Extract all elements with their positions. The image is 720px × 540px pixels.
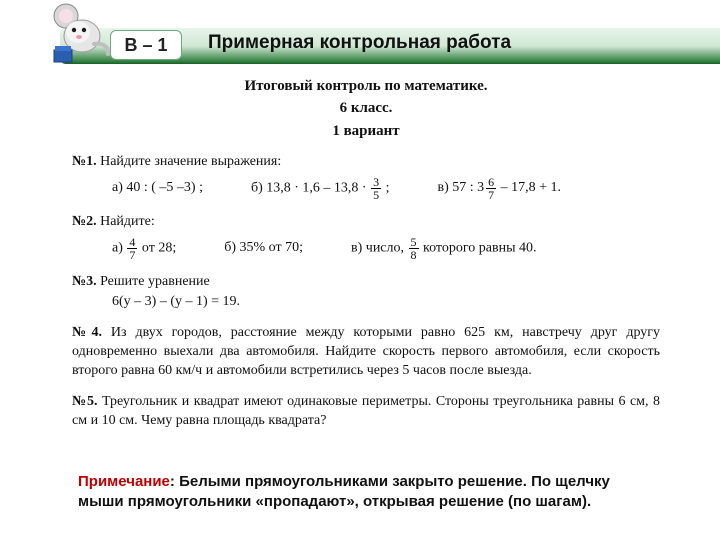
task-5: №5. Треугольник и квадрат имеют одинаков… (72, 393, 660, 431)
task3-eq: 6(y – 3) – (y – 1) = 19. (72, 293, 660, 312)
task-3: №3. Решите уравнение 6(y – 3) – (y – 1) … (72, 273, 660, 313)
task4-label: №4. (72, 325, 102, 340)
variant-badge: В – 1 (110, 30, 182, 60)
document-content: Итоговый контроль по математике. 6 класс… (72, 76, 660, 431)
task1-items: а) 40 : ( –5 –3) ; б) 13,8 · 1,6 – 13,8 … (72, 176, 660, 201)
task1-label: №1. (72, 154, 97, 169)
task5-label: №5. (72, 394, 98, 409)
task2-c: в) число, 58 которого равны 40. (351, 236, 536, 261)
task3-text: Решите уравнение (100, 274, 210, 289)
task5-text: Треугольник и квадрат имеют одинаковые п… (72, 394, 660, 428)
task1-b: б) 13,8 · 1,6 – 13,8 · 35 ; (251, 176, 390, 201)
mouse-icon (48, 2, 112, 66)
doc-grade: 6 класс. (72, 98, 660, 118)
header-title: Примерная контрольная работа (208, 32, 511, 54)
task2-label: №2. (72, 214, 97, 229)
note-red: Примечание (78, 473, 170, 490)
variant-label: В – 1 (124, 35, 167, 56)
task4-text: Из двух городов, расстояние между которы… (72, 325, 660, 378)
doc-title: Итоговый контроль по математике. (72, 76, 660, 96)
task1-text: Найдите значение выражения: (100, 154, 281, 169)
task-1: №1. Найдите значение выражения: а) 40 : … (72, 153, 660, 201)
task-4: №4. Из двух городов, расстояние между ко… (72, 324, 660, 381)
task-2: №2. Найдите: а) 47 от 28; б) 35% от 70; … (72, 213, 660, 261)
task1-c: в) 57 : 367 – 17,8 + 1. (437, 176, 561, 201)
task3-label: №3. (72, 274, 97, 289)
task1-a: а) 40 : ( –5 –3) ; (112, 179, 203, 198)
task2-text: Найдите: (100, 214, 155, 229)
task2-b: б) 35% от 70; (224, 239, 303, 258)
task2-a: а) 47 от 28; (112, 236, 176, 261)
task2-items: а) 47 от 28; б) 35% от 70; в) число, 58 … (72, 236, 660, 261)
doc-variant: 1 вариант (72, 121, 660, 141)
note: Примечание: Белыми прямоугольниками закр… (78, 472, 650, 513)
